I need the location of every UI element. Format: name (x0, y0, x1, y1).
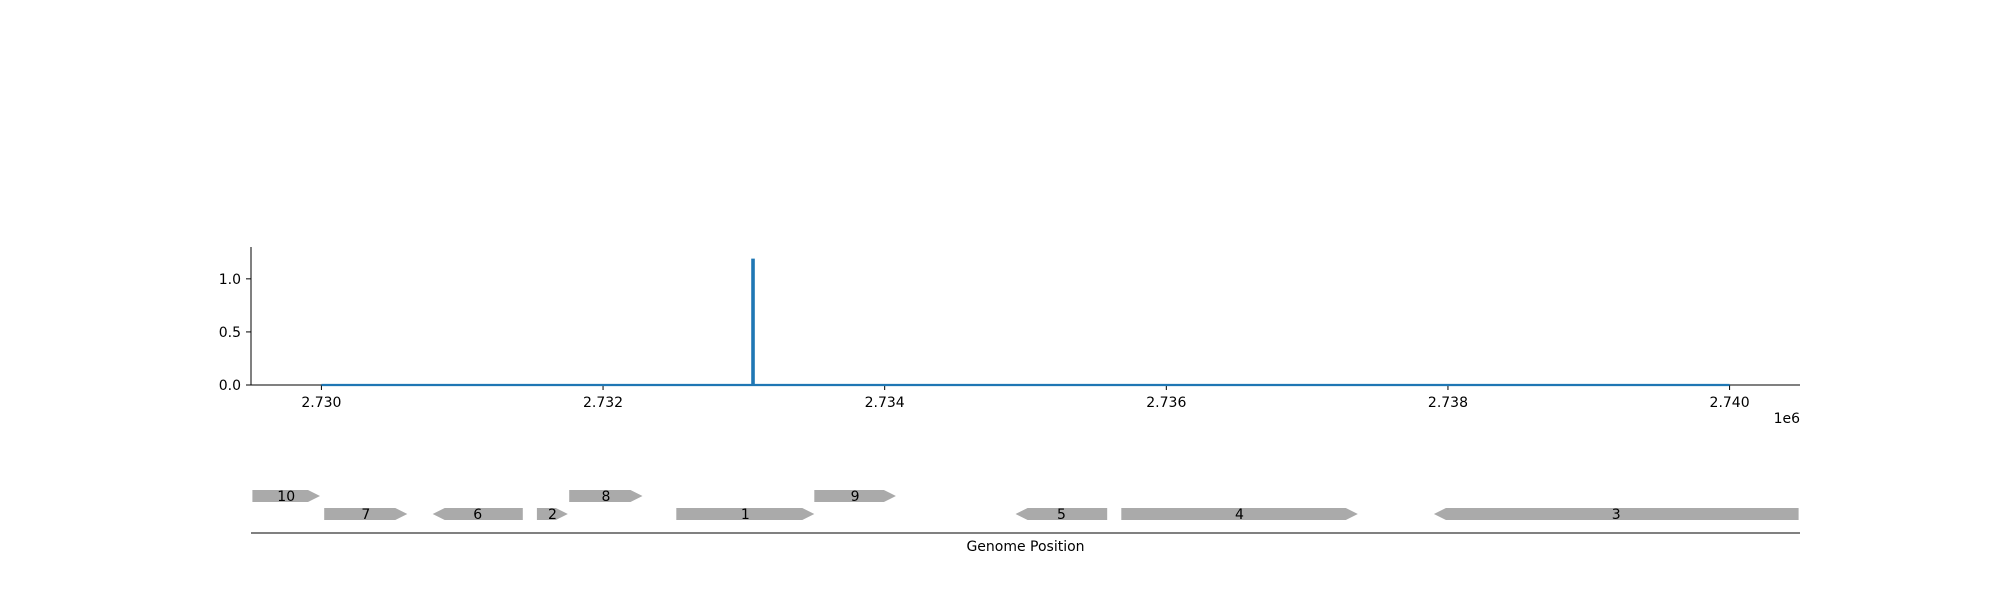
x-tick-label: 2.730 (301, 395, 341, 411)
y-axis-ticks: 0.0 0.5 1.0 (219, 272, 251, 394)
gene-feature-arrow (1121, 508, 1358, 520)
gene-track: 10 7 6 2 8 1 9 5 4 3 Genome Position (251, 489, 1800, 555)
x-tick-label: 2.732 (583, 395, 623, 411)
y-tick-label: 0.0 (219, 378, 241, 394)
gene-feature-label: 1 (741, 507, 750, 523)
gene-feature-arrow (324, 508, 408, 520)
gene-feature-arrow (569, 490, 643, 502)
gene-feature-arrow (252, 490, 320, 502)
gene-feature-arrow (814, 490, 896, 502)
gene-features: 10 7 6 2 8 1 9 5 4 3 (252, 489, 1799, 523)
x-tick-label: 2.736 (1146, 395, 1186, 411)
gene-feature-arrow (432, 508, 523, 520)
gene-feature-arrow (676, 508, 815, 520)
gene-feature-arrow (536, 508, 568, 520)
gene-feature-label: 2 (548, 507, 557, 523)
x-tick-label: 2.734 (865, 395, 905, 411)
gene-track-x-axis-label: Genome Position (966, 539, 1084, 555)
gene-feature-label: 9 (851, 489, 860, 505)
series-group (321, 258, 1730, 387)
coverage-plot: 0.0 0.5 1.0 2.730 2.732 2.734 2.736 2.738 2.740… (219, 247, 1800, 427)
gene-feature-label: 10 (277, 489, 295, 505)
coverage-series-line (321, 258, 1730, 387)
gene-feature-label: 8 (601, 489, 610, 505)
y-tick-label: 0.5 (219, 325, 241, 341)
x-axis-ticks: 2.730 2.732 2.734 2.736 2.738 2.740 (301, 385, 1750, 411)
gene-feature-arrow (1433, 508, 1799, 520)
x-tick-label: 2.738 (1428, 395, 1468, 411)
x-tick-label: 2.740 (1710, 395, 1750, 411)
x-axis-offset-label: 1e6 (1774, 411, 1801, 427)
gene-feature-label: 4 (1235, 507, 1244, 523)
y-tick-label: 1.0 (219, 272, 241, 288)
gene-feature-label: 7 (361, 507, 370, 523)
gene-feature-arrow (1015, 508, 1108, 520)
gene-feature-label: 3 (1612, 507, 1621, 523)
gene-feature-label: 6 (473, 507, 482, 523)
gene-feature-label: 5 (1057, 507, 1066, 523)
